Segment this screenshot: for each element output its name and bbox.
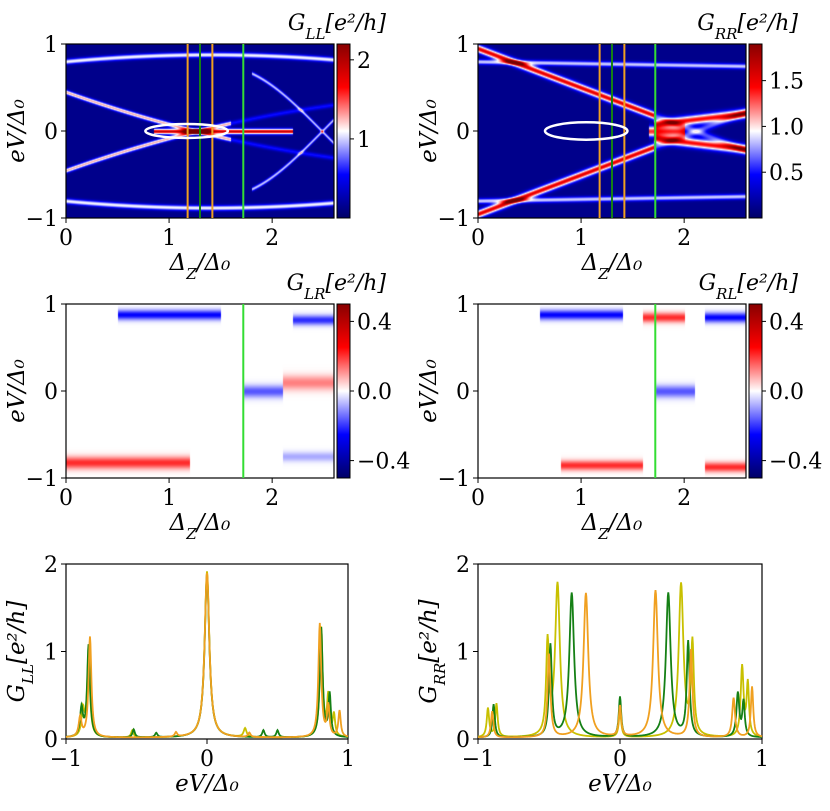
GRR-map-cb-tick-label: 1.0 <box>769 115 804 140</box>
GLL-map-cb-tick-label: 1 <box>357 128 371 153</box>
GLR-map-ylabel: eV/Δ₀ <box>4 359 30 423</box>
GLL-cuts-ytick-label: 2 <box>44 553 58 578</box>
GLR-map-xtick-label: 0 <box>59 486 73 511</box>
GRR-map-ytick-label: −1 <box>438 207 470 232</box>
GLL-map-ytick-label: 1 <box>44 33 58 58</box>
GLR-map-cb-tick-label: −0.4 <box>357 450 410 475</box>
GLR-map-ytick-label: 0 <box>44 380 58 405</box>
GLL-map-xtick-label: 2 <box>265 226 279 251</box>
GRL-map-xlabel: ΔZ/Δ₀ <box>581 510 643 543</box>
GRR-map-xtick-label: 1 <box>574 226 588 251</box>
GLL-cuts-ytick-label: 1 <box>44 641 58 666</box>
GLL-cuts-xlabel: eV/Δ₀ <box>175 771 239 797</box>
GLR-map-heatmap <box>66 304 334 478</box>
GRR-cuts-xtick-label: 0 <box>613 747 627 772</box>
GRR-cuts-series-2 <box>477 590 763 739</box>
GRL-map-xtick-label: 2 <box>677 486 691 511</box>
GLR-map-xtick-label: 2 <box>265 486 279 511</box>
GRR-cuts-xtick-label: 1 <box>755 747 769 772</box>
GRR-cuts-ytick-label: 1 <box>456 641 470 666</box>
GRR-cuts-xlabel: eV/Δ₀ <box>588 771 652 797</box>
GLL-cuts-ylabel: GLL[e²/h] <box>4 601 37 703</box>
GLL-map-xtick-label: 1 <box>162 226 176 251</box>
GLL-cuts-series-0 <box>65 571 349 739</box>
GRL-map-cb-tick-label: 0.0 <box>769 380 804 405</box>
GLR-map-colorbar <box>336 303 351 479</box>
GRR-cuts-ytick-label: 2 <box>456 553 470 578</box>
GRR-map-xtick-label: 2 <box>677 226 691 251</box>
GRR-cuts-xtick-label: −1 <box>462 747 494 772</box>
GLR-map-title: GLR[e²/h] <box>287 271 387 303</box>
GLR-map-ytick-label: −1 <box>26 467 58 492</box>
GRL-map-ytick-label: −1 <box>438 467 470 492</box>
GLL-map-xlabel: ΔZ/Δ₀ <box>169 250 231 283</box>
GLL-cuts-xtick-label: 1 <box>341 747 355 772</box>
GLL-cuts-xtick-label: 0 <box>200 747 214 772</box>
GRR-map-xtick-label: 0 <box>471 226 485 251</box>
GLL-map-ytick-label: −1 <box>26 207 58 232</box>
GRR-map-cb-tick-label: 0.5 <box>769 161 804 186</box>
GLL-map-title: GLL[e²/h] <box>288 11 387 43</box>
GLL-map-colorbar <box>336 43 351 219</box>
GLR-map-xlabel: ΔZ/Δ₀ <box>169 510 231 543</box>
GRL-map-title: GRL[e²/h] <box>699 271 799 303</box>
GRL-map-xtick-label: 1 <box>574 486 588 511</box>
GLL-map-xtick-label: 0 <box>59 226 73 251</box>
GLR-map-cb-tick-label: 0.0 <box>357 380 392 405</box>
GLL-map-cb-tick-label: 2 <box>357 49 371 74</box>
GLL-map-ellipse <box>144 122 230 140</box>
GRR-cuts-ylabel: GRR[e²/h] <box>416 599 449 703</box>
GRR-map-ytick-label: 0 <box>456 120 470 145</box>
GLR-map-ytick-label: 1 <box>44 293 58 318</box>
GRL-map-colorbar <box>748 303 763 479</box>
GRL-map-cb-tick-label: −0.4 <box>769 450 822 475</box>
GRR-map-colorbar <box>748 43 763 219</box>
GLR-map-cb-tick-label: 0.4 <box>357 310 392 335</box>
GRR-map-cb-tick-label: 1.5 <box>769 70 804 95</box>
GRL-map-ytick-label: 1 <box>456 293 470 318</box>
GRR-map-ylabel: eV/Δ₀ <box>416 99 442 163</box>
GRR-map-xlabel: ΔZ/Δ₀ <box>581 250 643 283</box>
GLL-map-ylabel: eV/Δ₀ <box>4 99 30 163</box>
GRL-map-ylabel: eV/Δ₀ <box>416 359 442 423</box>
GLR-map-xtick-label: 1 <box>162 486 176 511</box>
GRR-cuts-ytick-label: 0 <box>456 728 470 753</box>
GLL-cuts-xtick-label: −1 <box>50 747 82 772</box>
GLL-map-ytick-label: 0 <box>44 120 58 145</box>
GRL-map-xtick-label: 0 <box>471 486 485 511</box>
GLL-cuts-series-2 <box>65 573 349 739</box>
GRR-map-ytick-label: 1 <box>456 33 470 58</box>
GRL-map-ytick-label: 0 <box>456 380 470 405</box>
GRR-map-ellipse <box>543 121 629 141</box>
GRL-map-heatmap <box>478 304 746 478</box>
GRR-map-title: GRR[e²/h] <box>697 11 798 43</box>
GRL-map-cb-tick-label: 0.4 <box>769 310 804 335</box>
GLL-cuts-series-1 <box>65 575 349 738</box>
GLL-cuts-ytick-label: 0 <box>44 728 58 753</box>
